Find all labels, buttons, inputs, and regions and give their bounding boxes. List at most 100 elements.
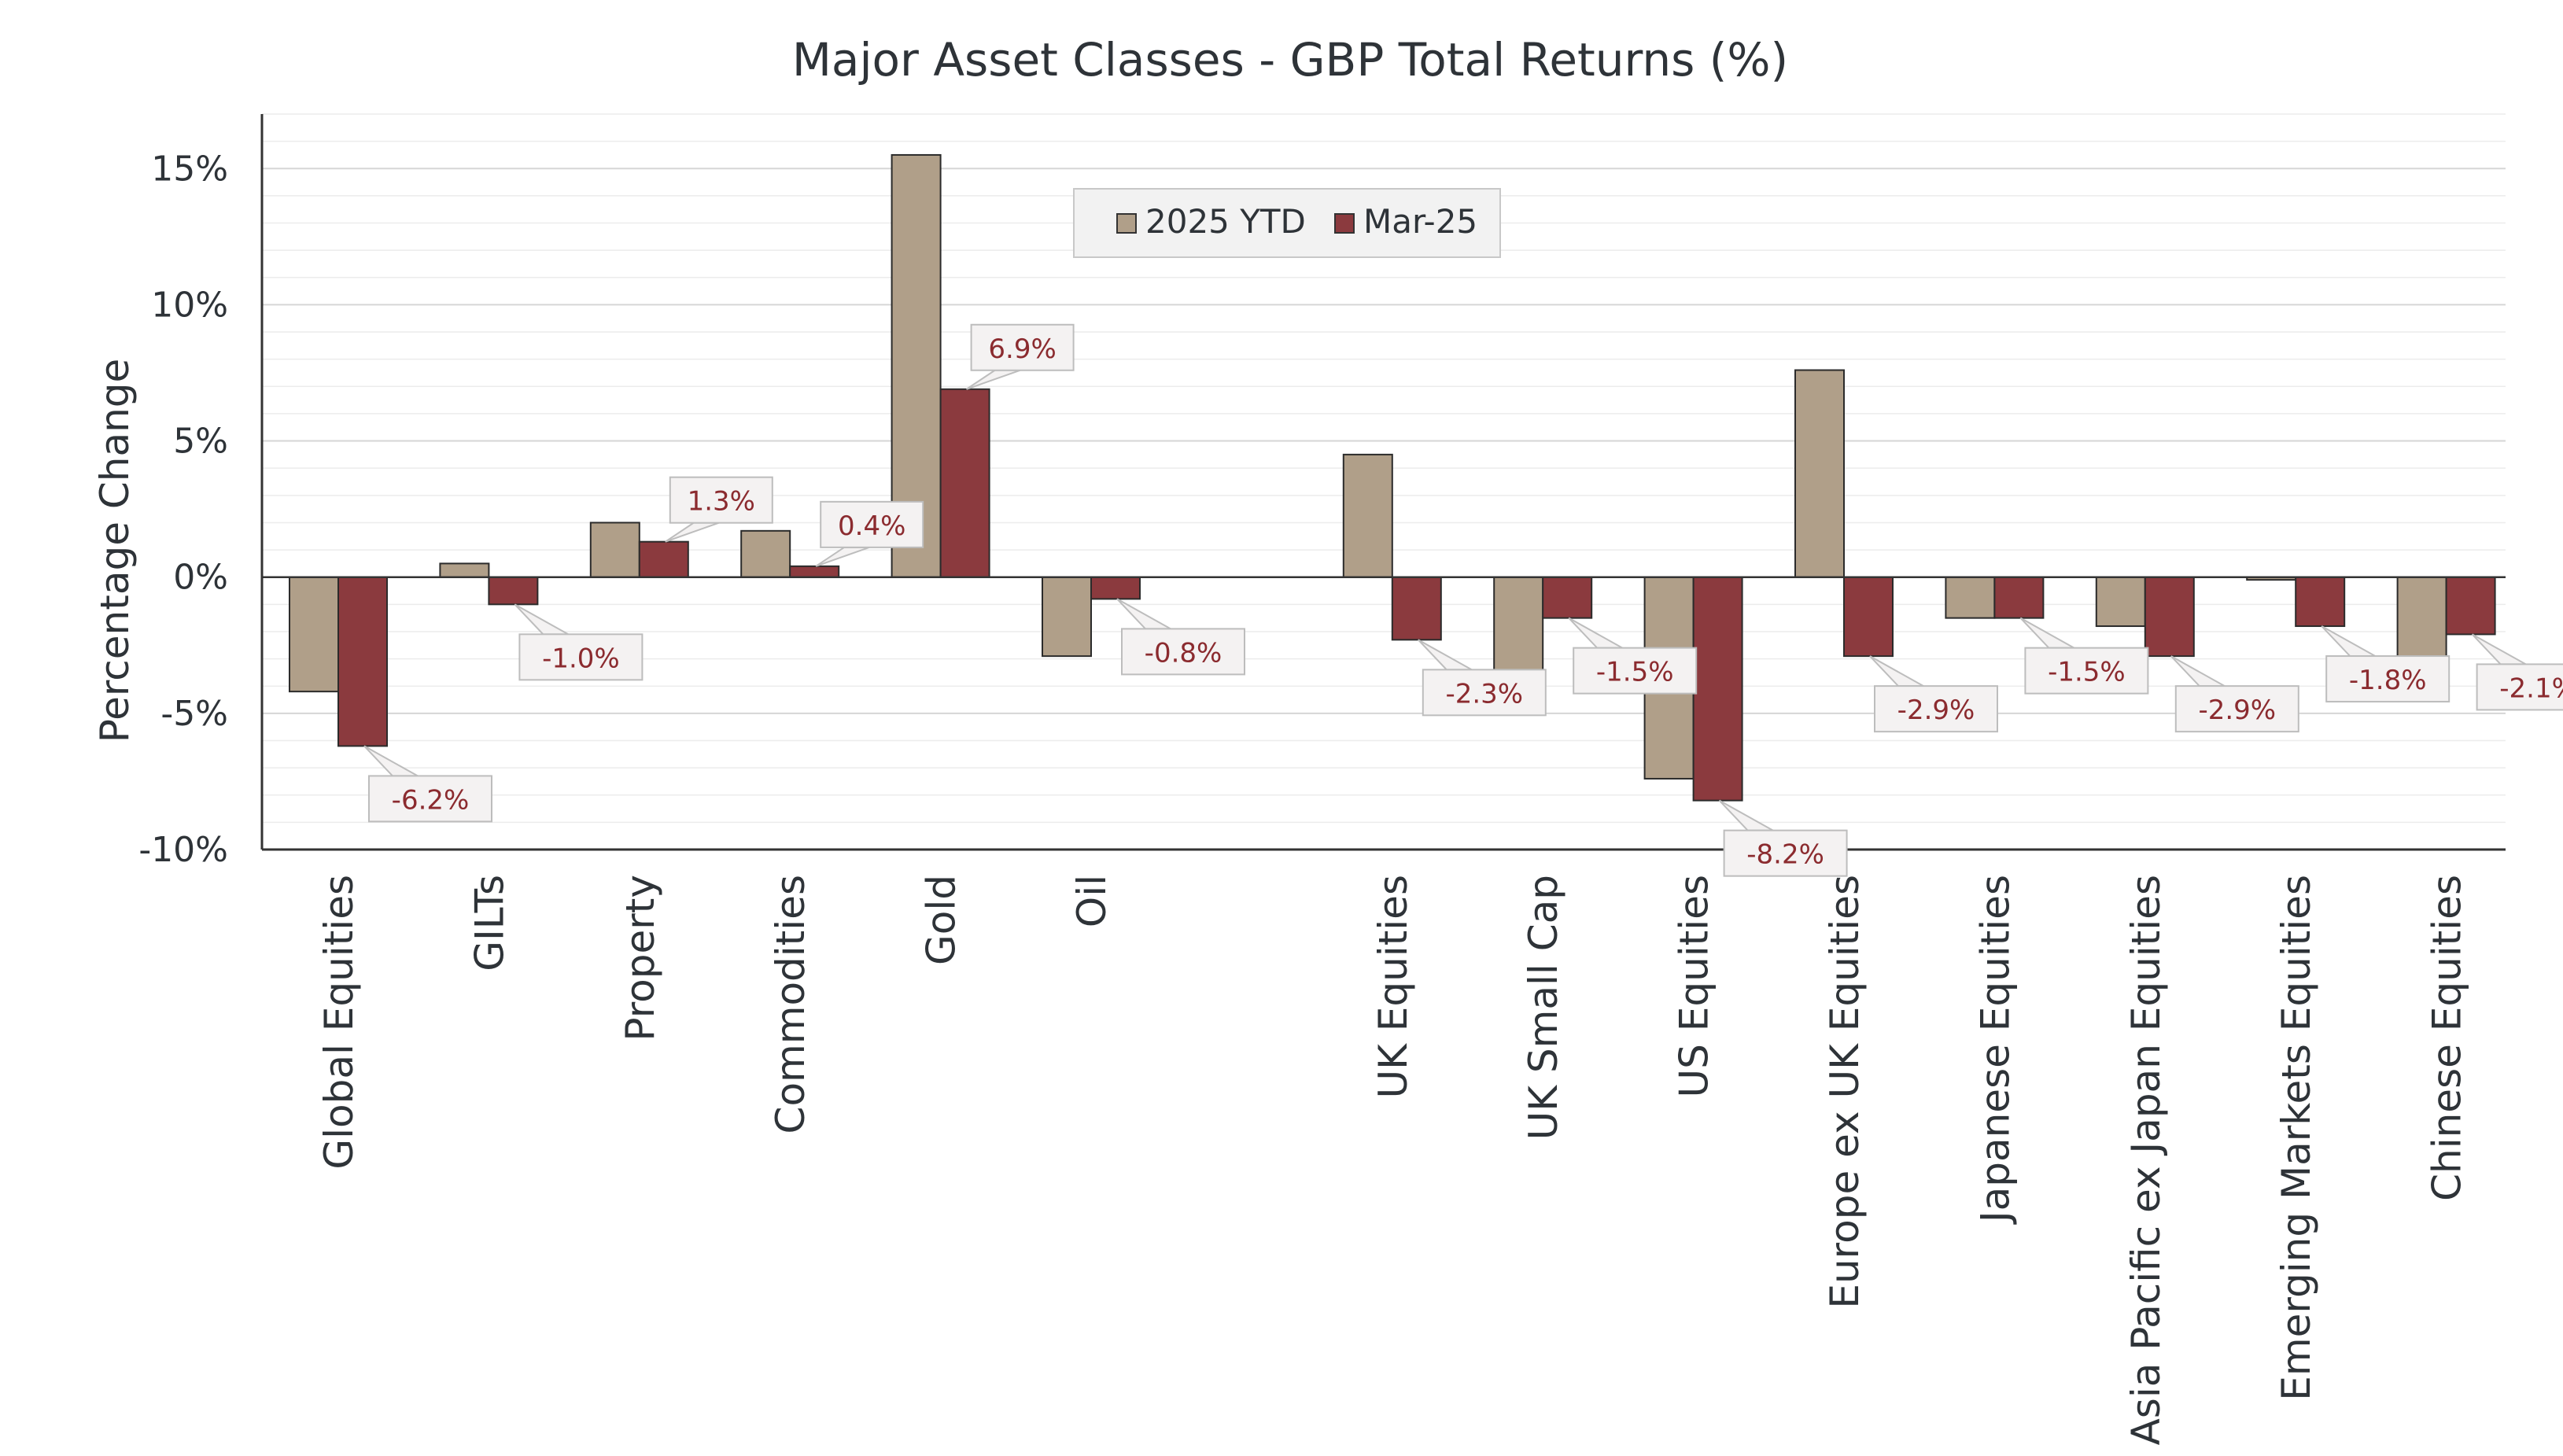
callout-box [518, 633, 644, 681]
callout-pointer [2170, 655, 2228, 687]
x-tick-label: Gold [919, 875, 964, 965]
x-tick-label: Japanese Equities [1972, 875, 2018, 1225]
data-label: -2.1% [2471, 633, 2563, 711]
data-label: 6.9% [966, 323, 1075, 390]
bar-2025-ytd [740, 529, 791, 578]
callout-box [1573, 647, 1698, 695]
bar-2025-ytd [2396, 576, 2447, 668]
bar-mar-25 [1692, 576, 1743, 802]
callout-box [2024, 647, 2149, 695]
callout-box [1874, 685, 1998, 733]
callout-box [970, 323, 1075, 371]
data-label: -1.5% [1568, 617, 1698, 695]
data-label-text: 6.9% [988, 334, 1056, 365]
data-label-text: -1.5% [2048, 657, 2126, 688]
y-tick-label: -10% [138, 830, 228, 870]
legend: 2025 YTD Mar-25 [1073, 188, 1501, 258]
bars [289, 153, 2496, 802]
x-tick-label: Europe ex UK Equities [1822, 875, 1868, 1309]
chart-title: Major Asset Classes - GBP Total Returns … [792, 33, 1788, 87]
callout-pointer [2471, 633, 2529, 665]
data-label: -8.2% [1718, 799, 1848, 877]
data-label-text: -1.0% [542, 643, 620, 674]
y-tick-label: 5% [173, 422, 228, 462]
callout-box [368, 775, 492, 823]
callout-box [2476, 663, 2563, 711]
x-tick-label: UK Small Cap [1521, 875, 1566, 1140]
x-tick-label: Property [618, 875, 663, 1041]
data-label: -1.0% [514, 603, 644, 681]
bar-mar-25 [1090, 576, 1141, 600]
x-tick-label: Asia Pacific ex Japan Equities [2123, 875, 2169, 1445]
bar-mar-25 [1993, 576, 2045, 619]
data-label-text: -8.2% [1746, 839, 1824, 871]
callout-pointer [363, 745, 421, 777]
y-tick-label: 15% [151, 149, 228, 189]
bar-2025-ytd [1342, 453, 1393, 578]
data-label: 1.3% [665, 476, 773, 543]
x-tick-label: Global Equities [316, 875, 362, 1170]
callout-box [820, 500, 924, 548]
data-label: -6.2% [363, 745, 492, 823]
x-tick-label: Commodities [768, 875, 813, 1133]
callout-pointer [1116, 598, 1174, 630]
callout-pointer [1568, 617, 1626, 649]
data-label-text: 1.3% [688, 486, 755, 518]
x-tick-label: Emerging Markets Equities [2274, 875, 2319, 1401]
y-axis-label: Percentage Change [92, 359, 138, 743]
bar-2025-ytd [1042, 576, 1092, 658]
data-label-text: -1.8% [2349, 665, 2427, 696]
data-labels: -6.2% -1.0% 1.3% 0.4% 6.9% -0.8% -2.3% -1.5% -8.… [363, 323, 2563, 877]
y-tick-label: -5% [160, 694, 228, 734]
bar-2025-ytd [439, 562, 490, 578]
data-label: -2.3% [1418, 639, 1547, 717]
bar-2025-ytd [589, 522, 640, 578]
callout-pointer [2321, 625, 2379, 658]
callout-pointer [2019, 617, 2078, 649]
x-tick-label: GILTs [467, 875, 512, 971]
bar-mar-25 [939, 388, 990, 578]
data-label: -0.8% [1116, 598, 1245, 676]
callout-pointer [665, 522, 720, 543]
data-label-text: -1.5% [1596, 657, 1674, 688]
legend-label-ytd: 2025 YTD [1145, 202, 1306, 241]
callout-pointer [1869, 655, 1927, 687]
callout-box [2325, 655, 2451, 703]
x-tick-label: Chinese Equities [2425, 875, 2470, 1201]
axes [260, 114, 2506, 851]
bar-mar-25 [2295, 576, 2346, 628]
bar-mar-25 [789, 565, 840, 578]
bar-2025-ytd [1945, 576, 1996, 619]
callout-box [1422, 669, 1547, 717]
legend-swatch-ytd [1116, 213, 1137, 234]
callout-box [2174, 685, 2299, 733]
callout-box [1121, 628, 1245, 676]
data-label-text: -2.9% [1897, 695, 1975, 726]
data-label: -1.5% [2019, 617, 2149, 695]
bar-mar-25 [2445, 576, 2496, 636]
data-label: 0.4% [815, 500, 924, 567]
bar-2025-ytd [289, 576, 339, 693]
data-label: -2.9% [1869, 655, 1998, 733]
data-label-text: -2.9% [2198, 695, 2276, 726]
y-tick-label: 10% [151, 285, 228, 325]
callout-box [669, 476, 773, 524]
bar-mar-25 [1391, 576, 1442, 641]
data-label-text: -2.1% [2499, 673, 2563, 704]
x-tick-label: UK Equities [1370, 875, 1416, 1099]
data-label: -1.8% [2321, 625, 2451, 703]
callout-box [1723, 829, 1848, 877]
bar-mar-25 [1843, 576, 1894, 658]
legend-swatch-mar [1334, 213, 1355, 234]
legend-box [1073, 188, 1501, 258]
data-label-text: -0.8% [1145, 637, 1222, 669]
y-tick-label: 0% [173, 558, 228, 598]
bar-mar-25 [1542, 576, 1593, 619]
bar-mar-25 [2144, 576, 2195, 658]
legend-label-mar: Mar-25 [1363, 202, 1477, 241]
x-tick-label: Oil [1069, 875, 1115, 927]
data-label: -2.9% [2170, 655, 2299, 733]
callout-pointer [514, 603, 572, 636]
